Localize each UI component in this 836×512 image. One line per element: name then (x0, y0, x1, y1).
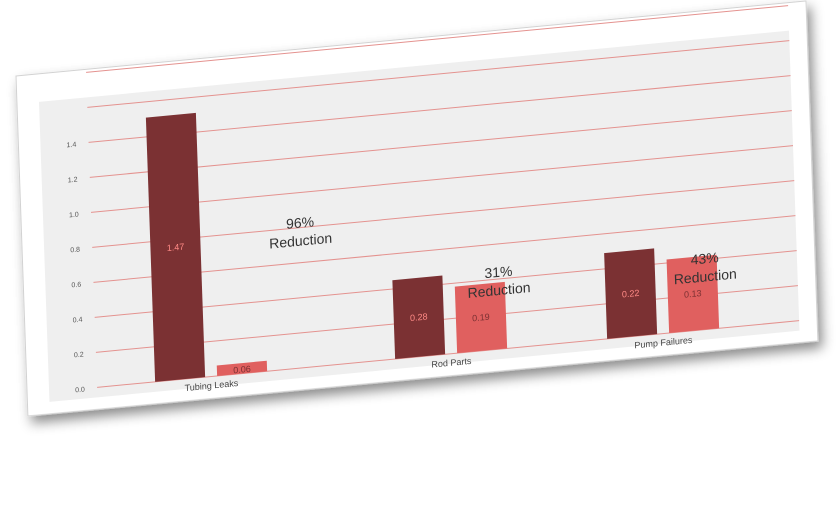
data-label: 0.28 (410, 311, 428, 323)
reduction-annotation: Reduction (674, 265, 738, 287)
gridline (89, 110, 792, 178)
data-label: 0.06 (233, 364, 251, 376)
bar (145, 112, 206, 382)
y-tick-label: 0.8 (70, 247, 80, 255)
category-label: Rod Parts (431, 356, 472, 370)
bar (216, 360, 268, 376)
data-label: 0.13 (684, 288, 702, 300)
gridline (93, 215, 796, 283)
y-tick-label: 1.4 (66, 142, 76, 150)
reduction-annotation: 43% (690, 249, 719, 268)
bars: 1.47 0.28 0.22 0.06 0.19 0.13 (145, 112, 720, 382)
bar (666, 254, 720, 334)
bar (454, 281, 508, 354)
reduction-annotation: 31% (484, 263, 513, 282)
gridline (90, 145, 794, 213)
reduction-annotation: 96% (286, 213, 315, 232)
gridline (92, 180, 795, 248)
data-label: 1.47 (167, 242, 185, 254)
reduction-annotation: Reduction (467, 279, 531, 301)
gridline (88, 75, 791, 143)
y-tick-label: 0.6 (71, 282, 81, 290)
gridline (87, 40, 790, 108)
y-tick-label: 0.4 (73, 317, 83, 325)
y-axis-ticks: 0.0 0.2 0.4 0.6 0.8 1.0 1.2 1.4 (66, 142, 85, 395)
y-tick-label: 1.0 (69, 212, 79, 220)
data-label: 0.19 (472, 312, 490, 324)
reduction-annotation: Reduction (269, 230, 333, 252)
y-tick-label: 0.2 (74, 352, 84, 360)
data-label: 0.22 (622, 288, 640, 300)
bar (392, 275, 446, 360)
y-tick-label: 0.0 (75, 387, 85, 395)
bar (604, 248, 658, 339)
y-tick-label: 1.2 (68, 177, 78, 185)
gridline (86, 5, 789, 73)
